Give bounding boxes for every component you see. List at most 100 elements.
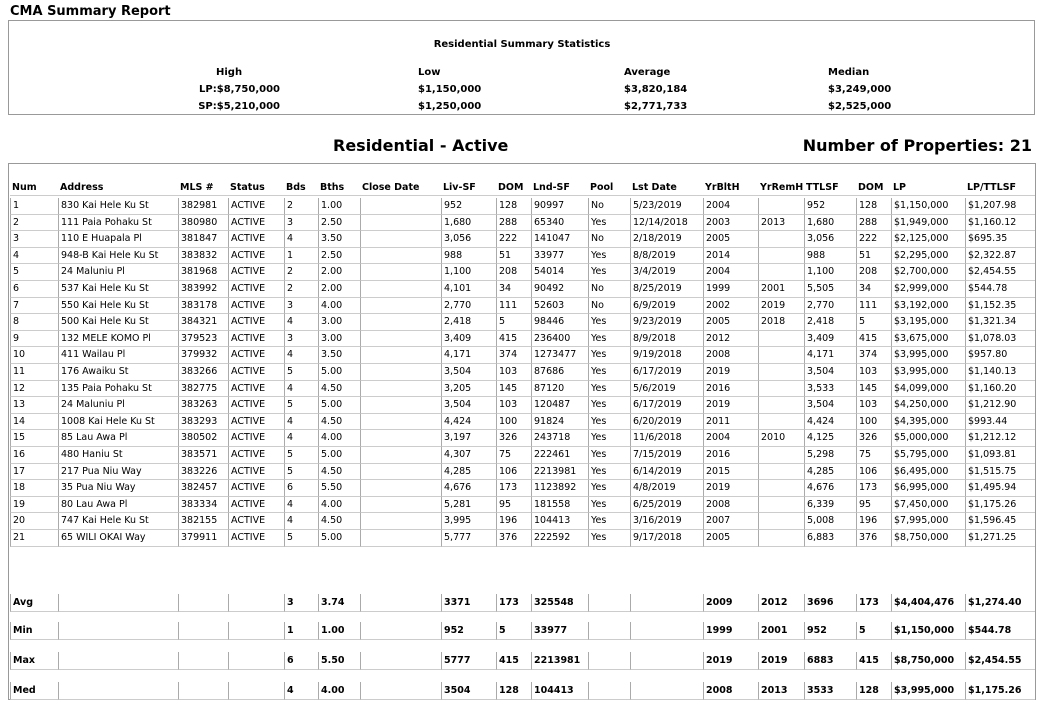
- table-cell: Yes: [588, 413, 630, 431]
- table-cell: 6,339: [804, 496, 856, 514]
- table-cell: 181558: [531, 496, 588, 514]
- table-cell: 111: [496, 297, 531, 315]
- table-cell: 2005: [703, 530, 758, 547]
- total-cell: 2009: [703, 594, 758, 612]
- table-cell: 3: [10, 231, 58, 248]
- table-cell: [758, 247, 804, 265]
- table-cell: 380502: [178, 430, 228, 447]
- table-cell: 4,101: [441, 281, 496, 298]
- column-header: Status: [228, 180, 284, 196]
- table-cell: 381968: [178, 264, 228, 281]
- table-cell: 110 E Huapala Pl: [58, 231, 178, 248]
- table-cell: 13: [10, 397, 58, 414]
- table-cell: 87120: [531, 380, 588, 398]
- table-cell: 6/17/2019: [630, 364, 703, 381]
- total-cell: [588, 652, 630, 670]
- table-cell: [360, 397, 441, 414]
- table-cell: 383571: [178, 447, 228, 464]
- table-cell: 1,100: [804, 264, 856, 281]
- table-cell: ACTIVE: [228, 513, 284, 530]
- total-cell: 3504: [441, 682, 496, 700]
- table-cell: 100: [496, 413, 531, 431]
- total-cell: [58, 594, 178, 612]
- table-cell: 5.00: [318, 530, 360, 547]
- table-cell: 20: [10, 513, 58, 530]
- total-cell: 2019: [703, 652, 758, 670]
- table-cell: 90492: [531, 281, 588, 298]
- table-cell: 2005: [703, 231, 758, 248]
- table-cell: Yes: [588, 314, 630, 331]
- table-cell: ACTIVE: [228, 496, 284, 514]
- table-cell: ACTIVE: [228, 347, 284, 364]
- table-cell: $1,321.34: [965, 314, 1035, 331]
- total-cell: [178, 622, 228, 640]
- table-cell: ACTIVE: [228, 231, 284, 248]
- table-cell: 14: [10, 413, 58, 431]
- table-cell: 52603: [531, 297, 588, 315]
- total-cell: 5: [856, 622, 891, 640]
- table-cell: $2,322.87: [965, 247, 1035, 265]
- table-cell: 383178: [178, 297, 228, 315]
- total-cell: [360, 652, 441, 670]
- table-cell: ACTIVE: [228, 264, 284, 281]
- total-cell: 325548: [531, 594, 588, 612]
- table-cell: [360, 513, 441, 530]
- table-cell: 9/19/2018: [630, 347, 703, 364]
- table-cell: 12: [10, 380, 58, 398]
- table-cell: 383266: [178, 364, 228, 381]
- table-cell: [758, 198, 804, 215]
- table-cell: 2/18/2019: [630, 231, 703, 248]
- table-cell: 4,424: [441, 413, 496, 431]
- table-cell: Yes: [588, 463, 630, 481]
- table-cell: [360, 314, 441, 331]
- total-cell: 415: [856, 652, 891, 670]
- total-cell: [228, 682, 284, 700]
- table-cell: 34: [496, 281, 531, 298]
- table-cell: 6: [10, 281, 58, 298]
- table-cell: 5,281: [441, 496, 496, 514]
- total-cell: 1.00: [318, 622, 360, 640]
- total-cell: 2012: [758, 594, 804, 612]
- total-cell: Avg: [10, 594, 58, 612]
- table-cell: $3,195,000: [891, 314, 965, 331]
- table-cell: 2012: [703, 330, 758, 348]
- table-cell: 145: [496, 380, 531, 398]
- total-cell: $1,175.26: [965, 682, 1035, 700]
- column-header: Pool: [588, 180, 630, 196]
- table-cell: $2,999,000: [891, 281, 965, 298]
- total-cell: $2,454.55: [965, 652, 1035, 670]
- total-cell: [360, 682, 441, 700]
- table-cell: 4.50: [318, 513, 360, 530]
- total-cell: 6: [284, 652, 318, 670]
- table-cell: [758, 513, 804, 530]
- table-cell: 4: [284, 314, 318, 331]
- table-cell: 135 Paia Pohaku St: [58, 380, 178, 398]
- table-cell: 24 Maluniu Pl: [58, 264, 178, 281]
- summary-header: Low: [418, 67, 441, 78]
- table-cell: 12/14/2018: [630, 214, 703, 232]
- table-cell: [360, 330, 441, 348]
- table-cell: 4,676: [804, 480, 856, 497]
- table-cell: 111 Paia Pohaku St: [58, 214, 178, 232]
- table-cell: 5.50: [318, 480, 360, 497]
- table-cell: 383832: [178, 247, 228, 265]
- table-cell: $1,152.35: [965, 297, 1035, 315]
- table-cell: 382775: [178, 380, 228, 398]
- table-cell: 75: [856, 447, 891, 464]
- table-cell: [360, 247, 441, 265]
- column-header: TTLSF: [804, 180, 856, 196]
- total-cell: [588, 594, 630, 612]
- summary-value: SP:$5,210,000: [198, 101, 280, 112]
- table-cell: [360, 496, 441, 514]
- table-cell: 6/25/2019: [630, 496, 703, 514]
- table-cell: ACTIVE: [228, 198, 284, 215]
- table-cell: $1,160.12: [965, 214, 1035, 232]
- table-cell: $1,949,000: [891, 214, 965, 232]
- table-cell: 173: [856, 480, 891, 497]
- table-cell: 9/17/2018: [630, 530, 703, 547]
- table-cell: 3,205: [441, 380, 496, 398]
- table-cell: 208: [856, 264, 891, 281]
- table-cell: 380980: [178, 214, 228, 232]
- table-cell: [758, 397, 804, 414]
